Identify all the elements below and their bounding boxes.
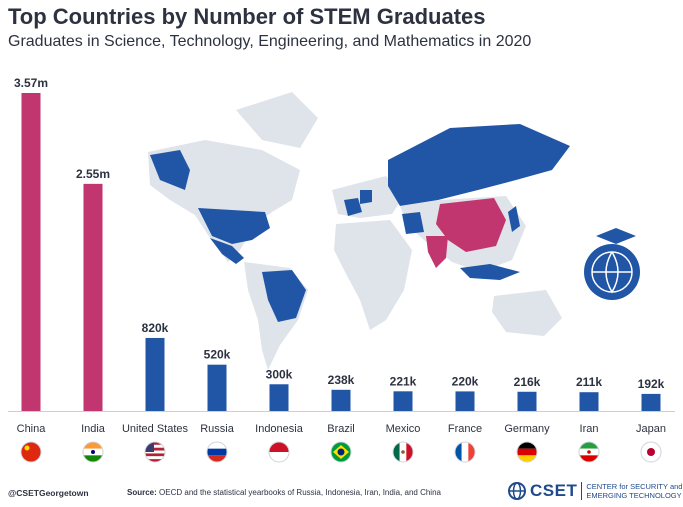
category-label-china: China [17,423,47,435]
category-label-iran: Iran [580,423,599,435]
japan-shape [508,206,520,232]
value-label-russia: 520k [204,348,231,362]
value-label-united-states: 820k [142,321,169,335]
source-label: Source: [127,488,157,497]
china-shape [436,198,506,252]
france-flag-icon [454,441,476,463]
bar-india [83,183,103,411]
china-flag-icon [20,441,42,463]
bar-japan [641,393,661,411]
russia-shape [388,124,570,206]
greenland-shape [236,92,318,148]
bar-iran [579,392,599,411]
value-label-mexico: 221k [390,374,417,388]
source-note: Source: OECD and the statistical yearboo… [127,488,441,497]
bar-germany [517,391,537,411]
alaska-shape [150,150,190,190]
value-label-germany: 216k [514,375,541,389]
usa-flag-icon [144,441,166,463]
brazil-flag-icon [330,441,352,463]
value-label-france: 220k [452,374,479,388]
category-label-brazil: Brazil [327,423,355,435]
australia-shape [492,290,562,336]
brazil-shape [262,270,306,322]
bar-russia [207,364,227,411]
graduation-globe-icon [584,228,640,300]
category-label-japan: Japan [636,423,666,435]
france-shape [344,198,362,216]
bar-indonesia [269,384,289,411]
category-label-indonesia: Indonesia [255,423,304,435]
value-label-indonesia: 300k [266,367,293,381]
bars-group [8,93,675,412]
category-label-russia: Russia [200,423,235,435]
twitter-handle: @CSETGeorgetown [8,488,89,498]
indonesia-flag-icon [268,441,290,463]
mexico-shape [210,238,244,264]
iran-flag-icon [578,441,600,463]
usa-shape [198,208,270,244]
russia-flag-icon [206,441,228,463]
india-flag-icon [82,441,104,463]
bar-mexico [393,391,413,411]
category-label-india: India [81,423,106,435]
value-labels-group: 3.57m 2.55m 820k 520k 300k 238k 221k 220k 216k 21… [14,76,665,391]
category-labels-group: China India United States Russia Indonesia Br… [17,423,666,435]
bar-brazil [331,389,351,411]
world-map-background [148,92,570,370]
iran-shape [402,212,424,234]
logo-tagline: CENTER for SECURITY and EMERGING TECHNOL… [581,482,682,500]
indonesia-shape [460,264,520,280]
germany-flag-icon [516,441,538,463]
cset-globe-icon [508,482,526,500]
india-shape [426,236,448,268]
value-label-iran: 211k [576,375,602,389]
flags-group [20,441,662,463]
value-label-china: 3.57m [14,76,48,90]
bar-france [455,391,475,411]
cset-logo: CSET CENTER for SECURITY and EMERGING TE… [508,481,682,501]
chart-title: Top Countries by Number of STEM Graduate… [8,4,486,29]
bar-china [21,93,41,411]
logo-tagline-line-1: CENTER for SECURITY and [586,482,683,491]
category-label-germany: Germany [504,423,550,435]
category-label-united-states: United States [122,423,189,435]
mexico-flag-icon [392,441,414,463]
category-label-mexico: Mexico [386,423,421,435]
chart-subtitle: Graduates in Science, Technology, Engine… [8,33,532,50]
value-label-japan: 192k [638,377,665,391]
source-text: OECD and the statistical yearbooks of Ru… [159,488,441,497]
logo-text: CSET [530,481,578,500]
value-label-brazil: 238k [328,373,355,387]
bar-united-states [145,337,165,411]
category-label-france: France [448,423,482,435]
germany-shape [360,190,372,204]
value-label-india: 2.55m [76,167,110,181]
africa-shape [334,220,412,330]
japan-flag-icon [640,441,662,463]
logo-tagline-line-2: EMERGING TECHNOLOGY [586,491,682,500]
